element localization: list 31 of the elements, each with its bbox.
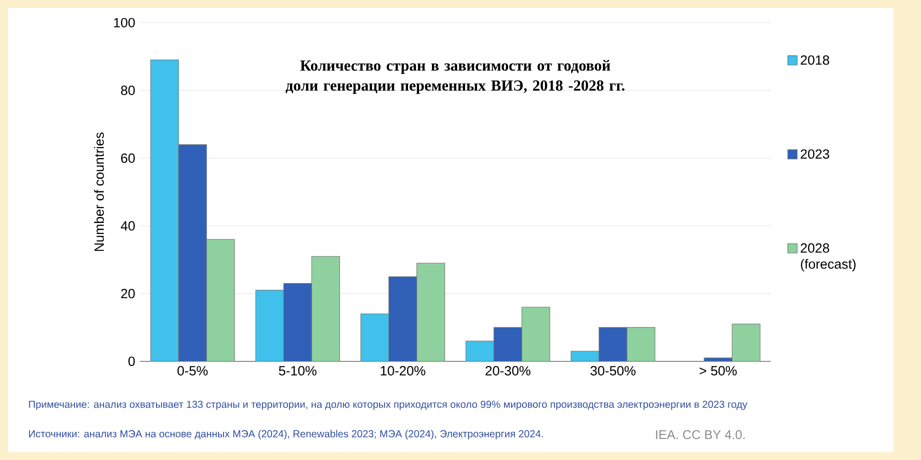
y-tick-label: 40 [120,221,135,231]
bar [732,324,760,362]
text: Источники: анализ МЭА на основе данных МЭА (2024), Renewables 2023; МЭА (2024), Электроэнергия 2024. [29,430,543,440]
bar [416,262,446,362]
bar [626,327,656,362]
bar [494,327,522,362]
bar [206,239,235,362]
x-tick-label: 5-10% [278,366,316,376]
x-tick-label: 10-20% [380,366,426,376]
y-tick-label: 60 [121,153,135,163]
bar [178,144,207,362]
x-tick-label: > 50% [700,366,737,376]
x-tick-label: 0-5% [178,366,208,376]
legend-label: 2018 [800,55,830,65]
bar [598,327,628,362]
y-tick-label: 80 [121,86,135,96]
y-tick-label: 0 [128,356,135,366]
y-tick-label: 20 [121,288,135,298]
legend-label: 2023 [800,149,830,159]
text: Примечание: анализ охватывает 133 страны и территории, на долю которых приходится около 99% мирового производства электроэнергии в 2023 году [29,400,748,410]
bar [283,283,312,362]
x-tick-label: 30-50% [590,366,636,376]
text: Количество стран в зависимости от годовой доли генерации переменных ВИЭ, 2018 -2028 гг. [286,60,624,94]
legend-label: 2028 (forecast) [800,243,856,272]
bar [311,256,340,362]
x-tick-label: 20-30% [486,366,530,376]
text: IEA. CC BY 4.0. [656,430,745,440]
y-tick-label: 100 [114,18,135,28]
bar [522,306,550,362]
bar [388,276,418,362]
y-axis-title: Number of countries [94,132,104,251]
